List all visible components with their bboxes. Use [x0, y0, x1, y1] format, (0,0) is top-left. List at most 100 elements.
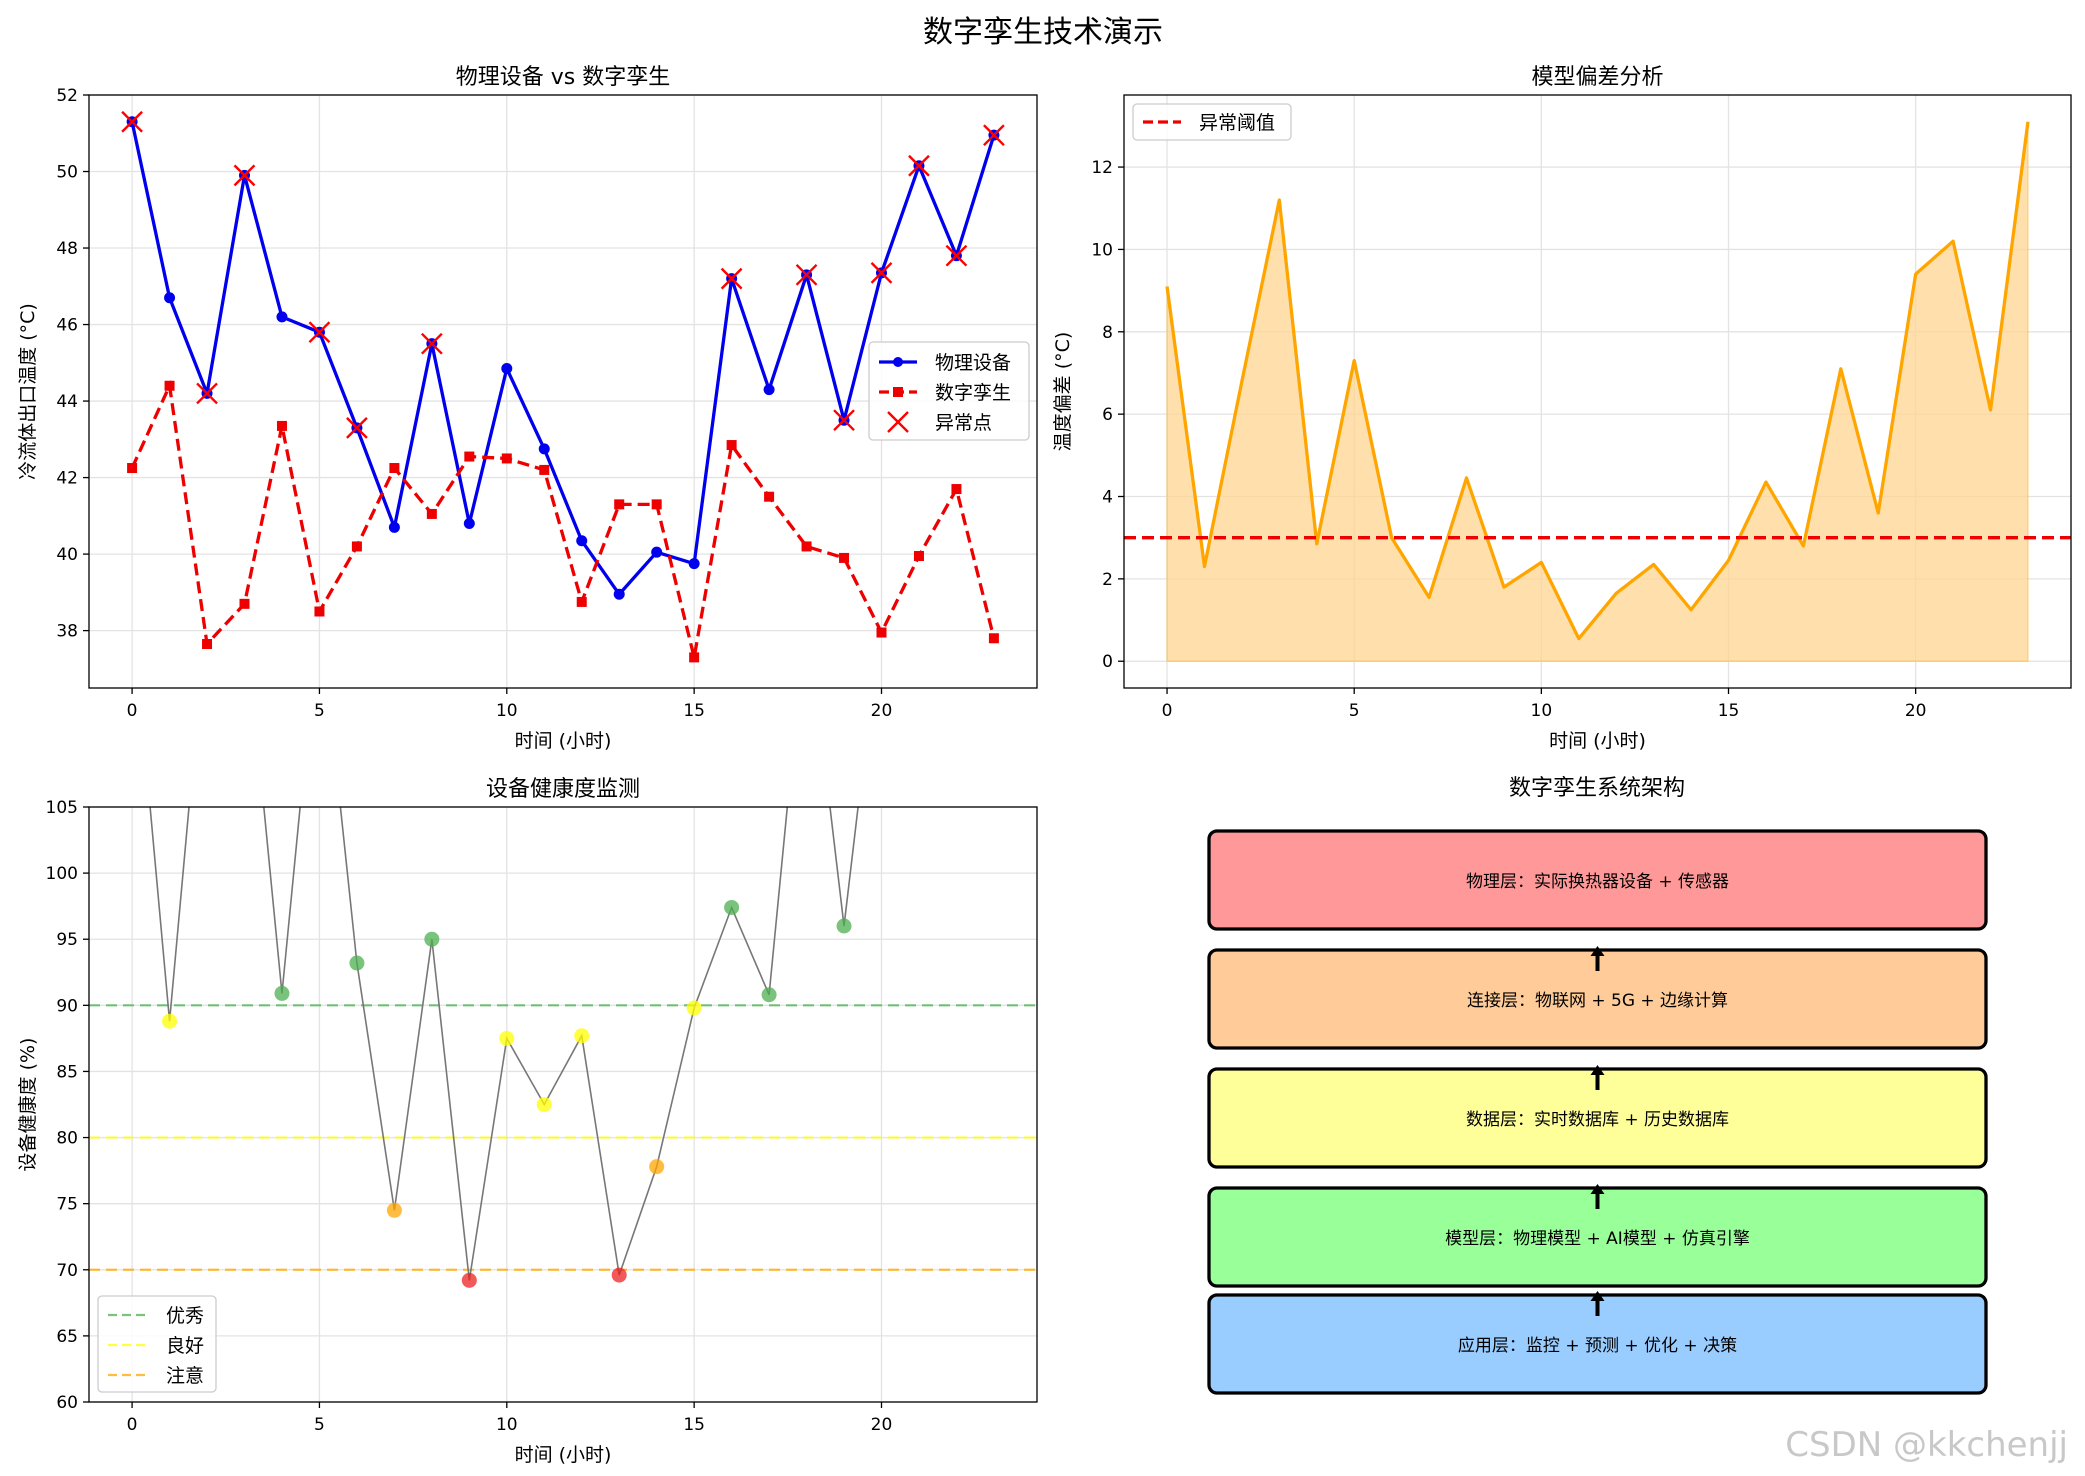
y-tick-label: 46 — [56, 316, 78, 336]
plot-area — [89, 807, 1037, 1288]
chart-title: 设备健康度监测 — [486, 777, 640, 802]
x-tick-label: 5 — [1349, 701, 1360, 721]
twin-point — [576, 596, 587, 607]
y-tick-label: 80 — [56, 1129, 78, 1149]
anomaly-point — [346, 416, 368, 439]
y-tick-label: 50 — [56, 163, 78, 183]
y-tick-label: 90 — [56, 996, 78, 1016]
twin-point — [651, 499, 662, 510]
layer-label: 数据层：实时数据库 + 历史数据库 — [1466, 1110, 1729, 1130]
cross-stroke — [421, 332, 443, 355]
anomaly-point — [720, 267, 743, 290]
y-tick-label: 10 — [1091, 240, 1113, 260]
y-tick-label: 52 — [56, 86, 78, 106]
axes-frame — [88, 806, 1038, 1403]
layer-label: 物理层：实际换热器设备 + 传感器 — [1466, 872, 1729, 892]
x-tick-label: 15 — [683, 701, 705, 721]
x-tick-label: 20 — [1905, 701, 1927, 721]
arrow-head — [1590, 1184, 1605, 1194]
legend-label: 良好 — [166, 1335, 204, 1357]
health-point-good — [686, 1000, 702, 1016]
health-point-excellent — [274, 985, 290, 1001]
flow-arrow — [1590, 1065, 1605, 1090]
legend-marker-physical — [893, 357, 903, 367]
arrow-head — [1590, 1065, 1605, 1075]
twin-point — [839, 552, 850, 563]
cross-stroke — [346, 416, 368, 439]
legend-box — [1132, 103, 1292, 141]
axes-frame — [88, 94, 1038, 689]
twin-point — [951, 484, 962, 495]
twin-point — [426, 508, 437, 519]
cross-stroke — [983, 124, 1005, 147]
cross-stroke — [233, 164, 256, 187]
twin-point — [276, 420, 287, 431]
physical-point — [388, 521, 400, 533]
physical-point — [651, 546, 663, 558]
y-tick-label: 65 — [56, 1327, 78, 1347]
y-tick-label: 75 — [56, 1195, 78, 1215]
legend-marker-anomaly — [887, 411, 909, 433]
physical-point — [501, 363, 513, 375]
twin-point — [351, 541, 362, 552]
y-tick-label: 0 — [1102, 652, 1113, 672]
architecture-layer: 连接层：物联网 + 5G + 边缘计算 — [1207, 948, 1988, 1050]
health-monitoring-chart: 0 5 10 15 20 60 65 70 75 80 85 90 95 100 105 设备健康度监测时间 … — [17, 777, 1038, 1466]
x-tick-label: 0 — [127, 701, 138, 721]
physical-point — [463, 517, 475, 529]
y-tick-label: 2 — [1102, 570, 1113, 590]
x-tick-label: 15 — [1718, 701, 1740, 721]
series-line-twin — [130, 379, 996, 658]
physical-point — [763, 384, 775, 396]
architecture-layer: 模型层：物理模型 + AI模型 + 仿真引擎 — [1207, 1186, 1988, 1288]
physical-point — [576, 535, 588, 547]
arrow-head — [1590, 946, 1605, 956]
layer-label: 连接层：物联网 + 5G + 边缘计算 — [1467, 991, 1728, 1011]
anomaly-point — [945, 244, 968, 267]
x-tick-label: 0 — [1162, 701, 1173, 721]
y-tick-label: 95 — [56, 930, 78, 950]
legend-box — [97, 1295, 217, 1393]
anomaly-point — [795, 263, 818, 286]
twin-point — [876, 627, 887, 638]
series-line-physical — [130, 121, 996, 596]
arrow-head — [1590, 1291, 1605, 1301]
y-tick-label: 12 — [1091, 158, 1113, 178]
twin-point — [614, 499, 625, 510]
twin-point — [127, 463, 138, 474]
health-point-excellent — [836, 918, 852, 934]
health-point-good — [536, 1097, 552, 1112]
health-point-caution — [649, 1159, 665, 1175]
architecture-layer: 数据层：实时数据库 + 历史数据库 — [1207, 1067, 1988, 1169]
chart-title: 模型偏差分析 — [1531, 65, 1663, 90]
y-tick-label: 8 — [1102, 323, 1113, 343]
x-tick-label: 15 — [683, 1415, 705, 1435]
physical-point — [613, 588, 625, 600]
x-axis-label: 时间 (小时) — [515, 730, 612, 752]
x-tick-label: 5 — [314, 1415, 325, 1435]
twin-point — [314, 606, 325, 617]
cross-stroke — [887, 411, 909, 433]
y-axis-label: 设备健康度 (%) — [17, 1038, 39, 1172]
cross-stroke — [308, 321, 331, 344]
y-tick-label: 4 — [1102, 488, 1113, 508]
legend-label: 优秀 — [166, 1305, 204, 1327]
anomaly-point — [421, 332, 443, 355]
health-point-excellent — [724, 899, 740, 915]
health-point-good — [574, 1028, 590, 1044]
x-tick-label: 10 — [496, 1415, 518, 1435]
legend-label: 物理设备 — [935, 352, 1011, 374]
flow-arrow — [1590, 1291, 1605, 1316]
cross-stroke — [121, 110, 143, 133]
health-line — [149, 807, 859, 1281]
anomaly-point — [833, 409, 855, 432]
y-tick-label: 6 — [1102, 405, 1113, 425]
physical-point — [276, 311, 288, 323]
flow-arrow — [1590, 1184, 1605, 1209]
legend-label: 异常阈值 — [1199, 112, 1275, 134]
layer-box — [1207, 829, 1988, 931]
